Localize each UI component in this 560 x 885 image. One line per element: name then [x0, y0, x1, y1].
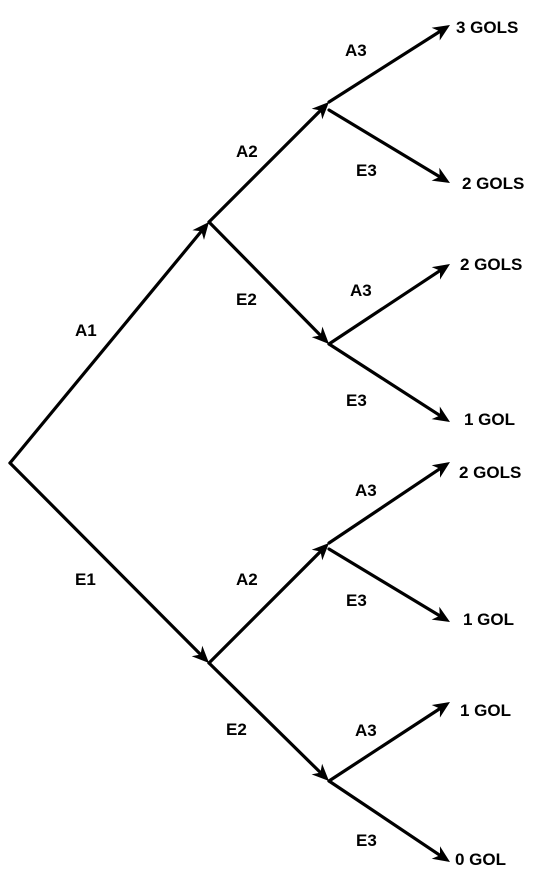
label-a1-e2: E2 — [236, 290, 257, 309]
label-a1a2-e3: E3 — [356, 161, 377, 180]
branch-a1-e2-arrowhead — [311, 326, 329, 344]
label-a1-a2: A2 — [236, 142, 258, 161]
branch-e1e2-e3-arrowhead — [431, 846, 450, 862]
tree-branches — [8, 25, 450, 862]
label-a1e2-a3: A3 — [350, 281, 372, 300]
outcome-a1-e2-a3: 2 GOLS — [460, 255, 522, 274]
branch-a1e2-e3-arrowhead — [431, 406, 450, 422]
branch-a1-e2-line — [207, 220, 322, 337]
outcome-a1-e2-e3: 1 GOL — [464, 410, 515, 429]
label-e1e2-e3: E3 — [356, 831, 377, 850]
branch-a1a2-e3-line — [327, 108, 441, 178]
label-e1e2-a3: A3 — [355, 721, 377, 740]
label-a1e2-e3: E3 — [346, 391, 367, 410]
branch-e1e2-e3-line — [327, 779, 441, 857]
branch-root-a1-arrowhead — [192, 222, 209, 240]
branch-a1-a2-line — [207, 109, 322, 224]
outcome-e1-a2-e3: 1 GOL — [463, 610, 514, 629]
label-a1: A1 — [75, 321, 97, 340]
branch-a1-a2-arrowhead — [311, 102, 329, 120]
label-a1a2-a3: A3 — [345, 41, 367, 60]
branch-a1e2-a3-line — [327, 269, 441, 346]
edge-labels: A1 E1 A2 E2 A2 E2 A3 E3 A3 E3 A3 E3 A3 E… — [75, 41, 377, 850]
label-e1: E1 — [75, 570, 96, 589]
branch-root-a1-line — [8, 230, 203, 465]
outcome-e1-e2-e3: 0 GOL — [455, 850, 506, 869]
label-e1-e2: E2 — [226, 720, 247, 739]
branch-e1a2-e3-line — [327, 547, 441, 617]
branch-a1e2-a3-arrowhead — [431, 264, 450, 280]
label-e1a2-a3: A3 — [355, 481, 377, 500]
branch-e1-a2-arrowhead — [311, 543, 329, 561]
outcome-e1-e2-a3: 1 GOL — [460, 701, 511, 720]
outcome-e1-a2-a3: 2 GOLS — [459, 463, 521, 482]
branch-root-e1-line — [8, 461, 202, 656]
branch-e1-e2-arrowhead — [311, 763, 329, 781]
label-e1a2-e3: E3 — [346, 591, 367, 610]
branch-e1e2-a3-line — [327, 707, 441, 783]
branch-e1a2-e3-arrowhead — [431, 606, 450, 622]
branch-e1-e2-line — [207, 661, 322, 774]
branch-e1a2-a3-arrowhead — [431, 462, 450, 478]
branch-a1a2-a3-arrowhead — [431, 25, 450, 41]
label-e1-a2: A2 — [236, 570, 258, 589]
branch-e1e2-a3-arrowhead — [431, 702, 450, 718]
outcome-a1-a2-a3: 3 GOLS — [456, 18, 518, 37]
branch-root-e1-arrowhead — [191, 645, 209, 663]
outcome-labels: 3 GOLS 2 GOLS 2 GOLS 1 GOL 2 GOLS 1 GOL … — [455, 18, 524, 869]
branch-a1a2-a3-line — [327, 30, 441, 104]
branch-a1e2-e3-line — [327, 342, 441, 417]
branch-a1a2-e3-arrowhead — [431, 167, 450, 183]
outcome-a1-a2-e3: 2 GOLS — [462, 174, 524, 193]
branch-e1a2-a3-line — [327, 467, 441, 545]
branch-e1-a2-line — [207, 550, 322, 665]
